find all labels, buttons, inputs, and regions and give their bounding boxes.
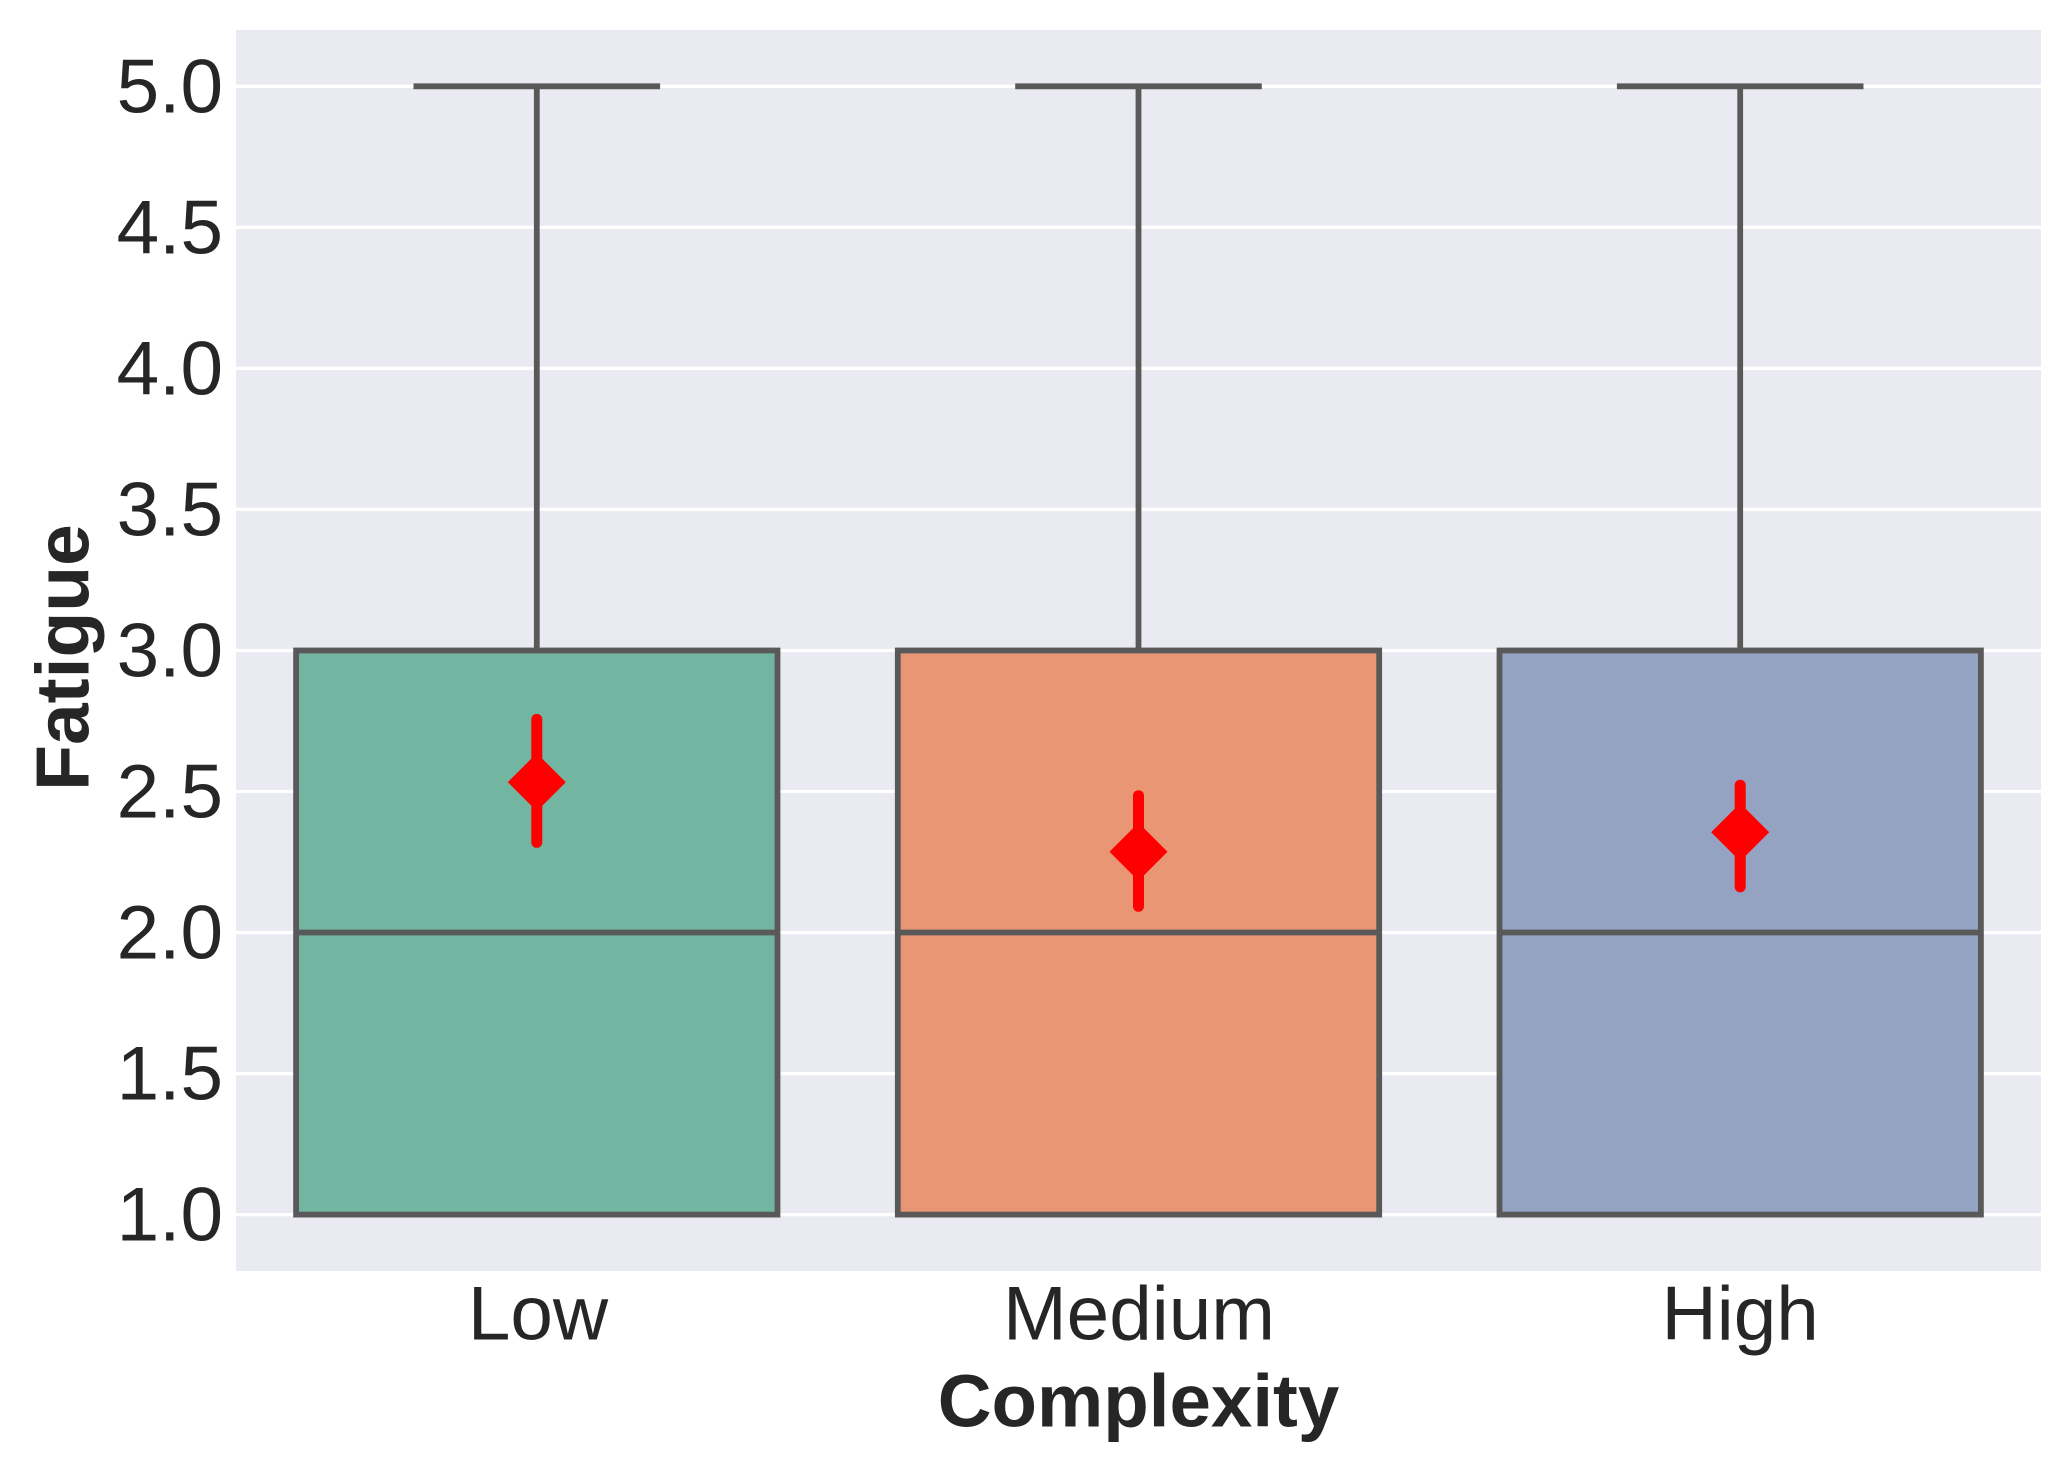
svg-text:High: High [1662,1272,1819,1357]
svg-text:4.0: 4.0 [117,326,223,411]
svg-text:2.5: 2.5 [117,750,223,835]
svg-text:2.0: 2.0 [117,891,223,976]
svg-text:3.5: 3.5 [117,467,223,552]
svg-text:4.5: 4.5 [117,185,223,270]
svg-text:Fatigue: Fatigue [21,524,105,791]
svg-text:Low: Low [468,1272,609,1357]
svg-text:1.0: 1.0 [117,1173,223,1258]
svg-text:Complexity: Complexity [938,1359,1340,1442]
svg-text:3.0: 3.0 [117,609,223,694]
svg-text:1.5: 1.5 [117,1032,223,1117]
svg-text:Medium: Medium [1003,1272,1275,1357]
svg-text:5.0: 5.0 [117,44,223,129]
